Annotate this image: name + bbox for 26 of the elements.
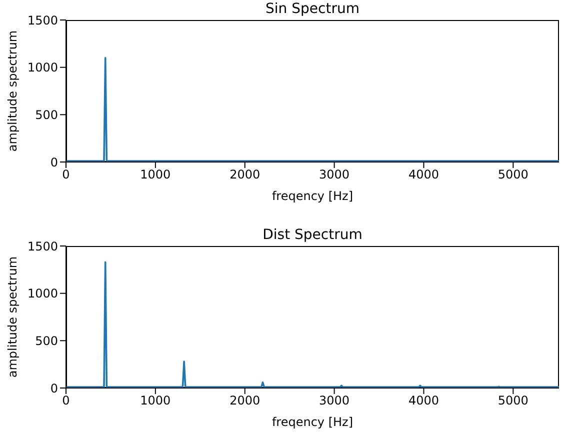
y-tick-label: 500 [35,334,58,348]
chart-title: Sin Spectrum [266,0,360,18]
x-tick-label: 5000 [498,394,528,408]
y-axis-title: amplitude spectrum [5,30,20,152]
x-tick-label: 4000 [408,394,440,408]
x-tick-label: 3000 [319,394,350,408]
x-axis-title: freqency [Hz] [272,415,354,429]
y-tick-label: 1500 [27,239,58,254]
x-tick-label: 1000 [140,394,171,408]
y-tick-label: 0 [50,155,58,170]
x-tick-label: 2000 [230,394,260,408]
y-axis-title: amplitude spectrum [5,256,20,378]
y-tick-label: 0 [50,381,58,396]
x-axis-title: freqency [Hz] [272,189,354,203]
x-tick-label: 2000 [230,168,260,182]
y-tick-label: 500 [35,108,58,122]
chart-title: Dist Spectrum [262,226,362,244]
x-tick-label: 1000 [140,168,171,182]
x-tick-label: 0 [62,168,70,182]
x-tick-label: 5000 [498,168,528,182]
y-tick-label: 1500 [27,13,58,28]
y-tick-label: 1000 [27,60,58,75]
x-tick-label: 3000 [319,168,350,182]
x-tick-label: 4000 [408,168,440,182]
x-tick-label: 0 [62,394,70,408]
y-tick-label: 1000 [27,286,58,301]
